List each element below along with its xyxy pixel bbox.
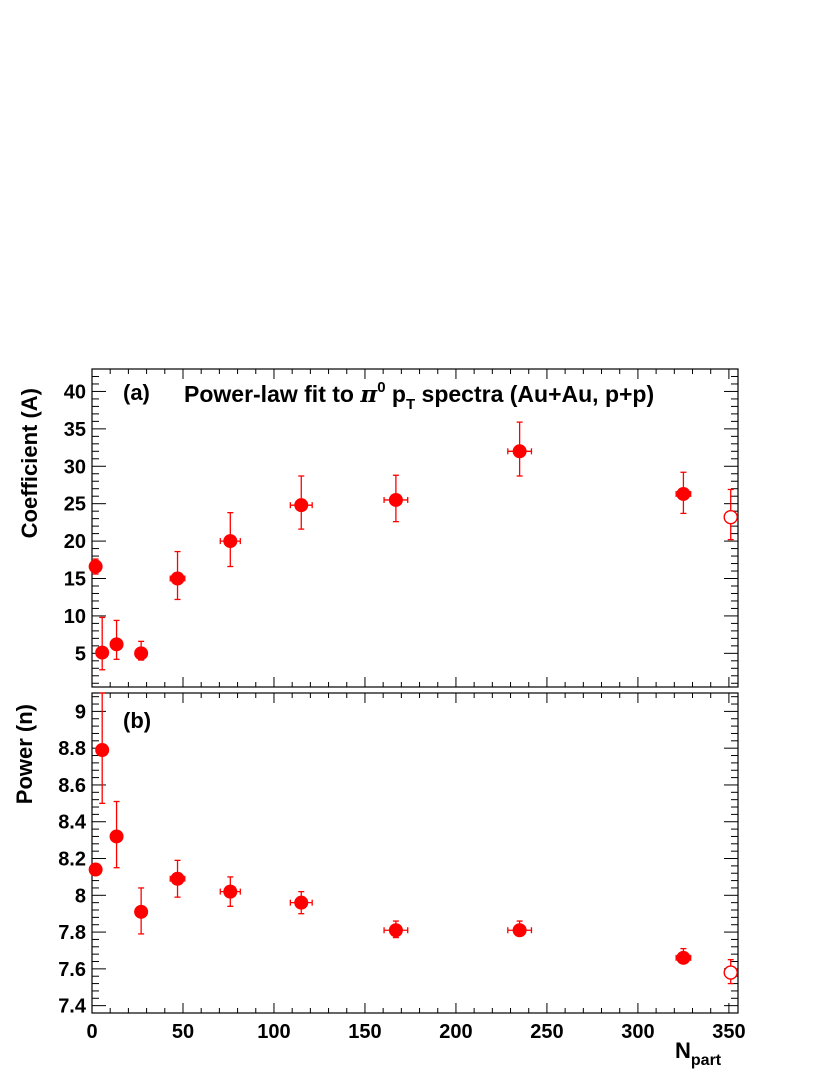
data-point: [383, 920, 409, 939]
filled-marker: [88, 559, 103, 574]
y-tick-label: 5: [75, 643, 86, 665]
y-tick-label: 8.8: [58, 738, 86, 760]
y-tick-label: 35: [64, 419, 86, 441]
data-point: [109, 800, 124, 869]
data-point: [723, 488, 738, 541]
data-point: [95, 616, 110, 671]
data-point: [109, 619, 124, 660]
data-point: [95, 692, 110, 804]
data-point: [675, 471, 692, 515]
data-point: [289, 890, 313, 915]
x-tick-label: 250: [530, 1021, 563, 1043]
y-tick-label: 8.4: [58, 812, 87, 834]
y-tick-label: 7.4: [58, 996, 87, 1018]
y-tick-label: 20: [64, 531, 86, 553]
filled-marker: [95, 645, 110, 660]
filled-marker: [134, 904, 149, 919]
y-tick-label: 8.2: [58, 849, 86, 871]
y-tick-label: 9: [75, 701, 86, 723]
filled-marker: [676, 486, 691, 501]
panel-b-ticks: 0 50 100 150 200 250 300 350 7.4 7.6 7.8 8 8.2 8.4 8.6…: [58, 693, 746, 1043]
filled-marker: [388, 492, 403, 507]
panel-a-data-points: [88, 421, 738, 671]
filled-marker: [223, 534, 238, 549]
filled-marker: [223, 884, 238, 899]
y-tick-label: 7.8: [58, 922, 86, 944]
data-point: [88, 862, 103, 877]
data-point: [134, 640, 149, 661]
data-point: [723, 959, 738, 985]
y-tick-label: 15: [64, 569, 86, 591]
filled-marker: [512, 444, 527, 459]
data-point: [383, 474, 409, 523]
panel-a-label: (a): [123, 380, 150, 405]
panel-b-label: (b): [123, 708, 151, 733]
y-tick-label: 30: [64, 456, 86, 478]
filled-marker: [95, 743, 110, 758]
data-point: [219, 876, 241, 907]
data-point: [88, 558, 103, 575]
filled-marker: [512, 923, 527, 938]
chart-title: Power-law fit to π0 pT spectra (Au+Au, p…: [184, 379, 654, 413]
x-axis-title: Npart: [675, 1038, 722, 1069]
panel-b-y-axis-title: Power (n): [12, 704, 37, 804]
filled-marker: [388, 923, 403, 938]
x-tick-label: 0: [86, 1021, 97, 1043]
data-point: [675, 947, 692, 965]
panel-a-y-axis-title: Coefficient (A): [17, 388, 42, 538]
y-tick-label: 8.6: [58, 775, 86, 797]
filled-marker: [294, 498, 309, 513]
y-tick-label: 25: [64, 494, 86, 516]
x-tick-label: 50: [172, 1021, 194, 1043]
y-tick-label: 40: [64, 381, 86, 403]
filled-marker: [109, 829, 124, 844]
open-marker: [723, 965, 738, 980]
filled-marker: [676, 950, 691, 965]
data-point: [134, 887, 149, 935]
filled-marker: [170, 571, 185, 586]
data-point: [507, 421, 533, 477]
data-point: [169, 550, 186, 601]
x-tick-label: 350: [712, 1021, 745, 1043]
panel-a-frame: [91, 368, 739, 688]
filled-marker: [294, 895, 309, 910]
panel-b-data-points: [88, 692, 738, 985]
filled-marker: [170, 871, 185, 886]
filled-marker: [88, 862, 103, 877]
y-tick-label: 8: [75, 885, 86, 907]
data-point: [219, 512, 241, 568]
y-tick-label: 7.6: [58, 959, 86, 981]
panel-a-ticks: 5 10 15 20 25 30 35 40: [64, 368, 738, 687]
open-marker: [723, 509, 738, 525]
panel-b-frame: [91, 692, 739, 1014]
data-point: [169, 859, 186, 898]
y-tick-label: 10: [64, 606, 86, 628]
x-tick-label: 300: [621, 1021, 654, 1043]
x-tick-label: 150: [348, 1021, 381, 1043]
x-tick-label: 200: [439, 1021, 472, 1043]
filled-marker: [134, 646, 149, 661]
data-point: [507, 920, 533, 938]
x-tick-label: 100: [257, 1021, 290, 1043]
filled-marker: [109, 637, 124, 652]
data-point: [289, 475, 313, 530]
